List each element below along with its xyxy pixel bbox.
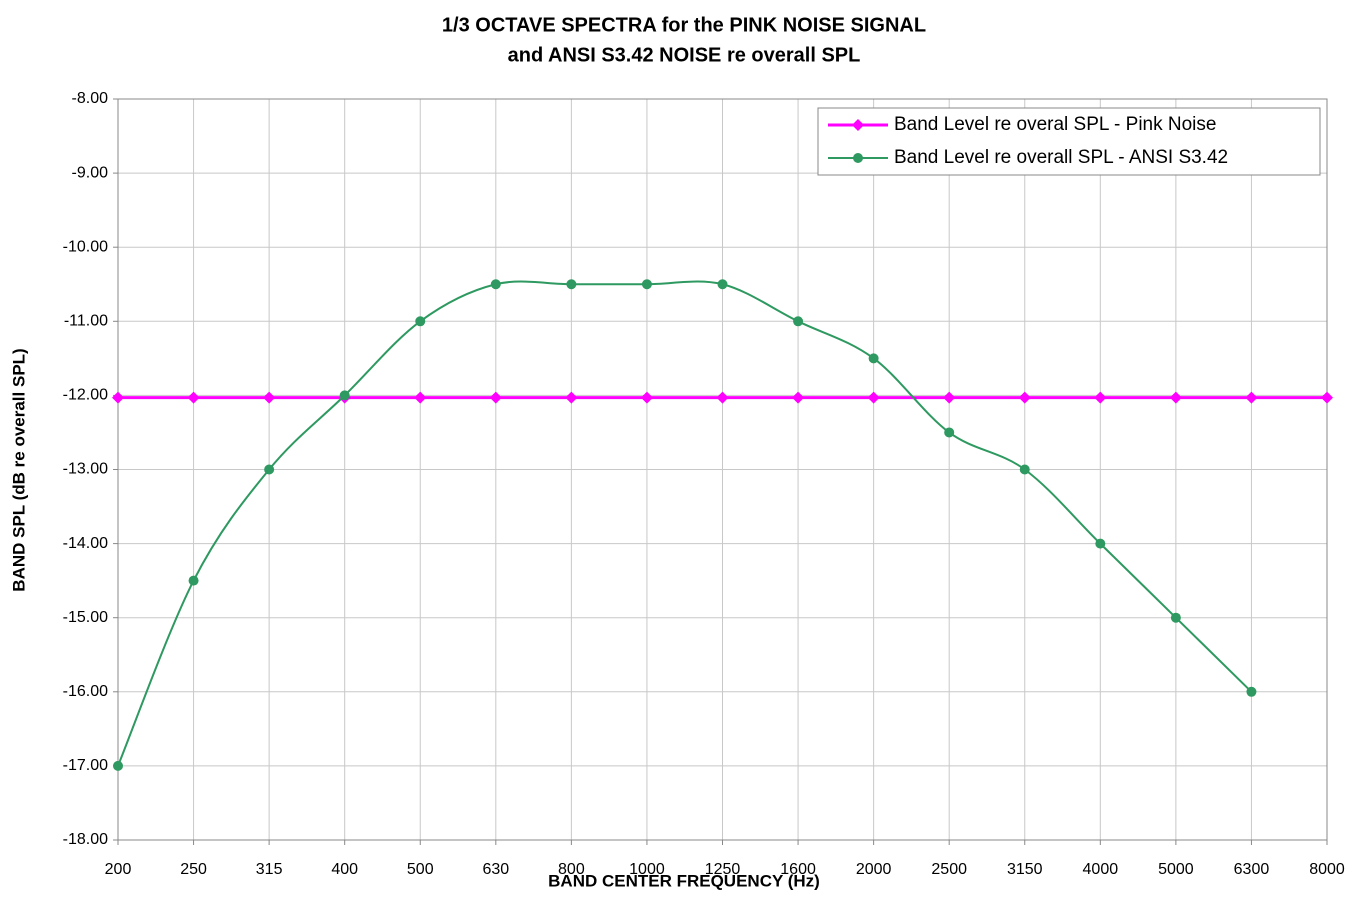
x-tick-label: 2500 xyxy=(931,861,967,878)
circle-marker xyxy=(641,279,652,290)
circle-marker xyxy=(1170,612,1181,623)
x-tick-label: 8000 xyxy=(1309,861,1345,878)
circle-marker xyxy=(1019,464,1030,475)
series-line xyxy=(117,280,1253,767)
y-tick-label: -10.00 xyxy=(63,238,108,255)
y-tick-label: -8.00 xyxy=(72,90,109,107)
diamond-marker xyxy=(943,391,956,404)
diamond-marker xyxy=(1018,391,1031,404)
diamond-marker xyxy=(187,391,200,404)
y-tick-label: -17.00 xyxy=(63,757,108,774)
x-tick-label: 5000 xyxy=(1158,861,1194,878)
circle-marker xyxy=(490,279,501,290)
circle-marker xyxy=(113,760,123,771)
circle-marker xyxy=(188,575,199,586)
y-tick-label: -9.00 xyxy=(72,164,109,181)
diamond-marker xyxy=(1094,391,1107,404)
x-tick-label: 200 xyxy=(105,861,132,878)
x-tick-label: 250 xyxy=(180,861,207,878)
legend-label: Band Level re overall SPL - ANSI S3.42 xyxy=(894,147,1228,168)
y-tick-label: -12.00 xyxy=(63,387,108,404)
diamond-marker xyxy=(867,391,880,404)
plot-frame xyxy=(117,98,1328,841)
y-tick-label: -11.00 xyxy=(64,313,108,330)
x-tick-label: 1250 xyxy=(705,861,741,878)
y-tick-label: -13.00 xyxy=(63,461,108,478)
circle-marker xyxy=(415,316,426,327)
circle-marker xyxy=(264,464,275,475)
y-tick-label: -14.00 xyxy=(63,535,108,552)
y-tick-label: -15.00 xyxy=(63,609,108,626)
x-tick-label: 400 xyxy=(331,861,358,878)
circle-marker xyxy=(339,390,350,401)
x-tick-label: 1000 xyxy=(629,861,665,878)
legend-box xyxy=(817,107,1321,176)
x-tick-label: 315 xyxy=(256,861,283,878)
legend-label: Band Level re overal SPL - Pink Noise xyxy=(894,114,1216,135)
x-tick-label: 1600 xyxy=(780,861,816,878)
diamond-marker xyxy=(489,391,502,404)
diamond-marker xyxy=(112,391,124,404)
x-tick-label: 800 xyxy=(558,861,585,878)
circle-marker xyxy=(944,427,955,438)
legend: Band Level re overal SPL - Pink Noise Ban… xyxy=(817,107,1321,176)
chart-title: and ANSI S3.42 NOISE re overall SPL xyxy=(508,44,861,66)
x-axis-title: BAND CENTER FREQUENCY (Hz) xyxy=(548,871,820,890)
diamond-marker xyxy=(792,391,805,404)
legend-marker xyxy=(852,119,864,131)
x-tick-label: 4000 xyxy=(1083,861,1119,878)
y-tick-label: -16.00 xyxy=(63,683,108,700)
circle-marker xyxy=(1246,686,1257,697)
diamond-marker xyxy=(263,391,276,404)
x-tick-label: 2000 xyxy=(856,861,892,878)
circle-marker xyxy=(868,353,879,364)
diamond-marker xyxy=(565,391,578,404)
diamond-marker xyxy=(1245,391,1258,404)
circle-marker xyxy=(717,279,728,290)
y-tick-label: -18.00 xyxy=(63,831,108,848)
x-tick-label: 500 xyxy=(407,861,434,878)
diamond-marker xyxy=(414,391,427,404)
x-tick-label: 6300 xyxy=(1234,861,1270,878)
circle-marker xyxy=(566,279,577,290)
legend-marker xyxy=(853,153,863,163)
circle-marker xyxy=(1095,538,1106,549)
x-tick-label: 3150 xyxy=(1007,861,1043,878)
y-axis-title: BAND SPL (dB re overall SPL) xyxy=(9,348,28,591)
x-tick-label: 630 xyxy=(482,861,509,878)
diamond-marker xyxy=(1321,391,1333,404)
circle-marker xyxy=(793,316,804,327)
chart-title: 1/3 OCTAVE SPECTRA for the PINK NOISE SI… xyxy=(442,14,926,36)
diamond-marker xyxy=(716,391,729,404)
diamond-marker xyxy=(640,391,653,404)
diamond-marker xyxy=(1169,391,1182,404)
